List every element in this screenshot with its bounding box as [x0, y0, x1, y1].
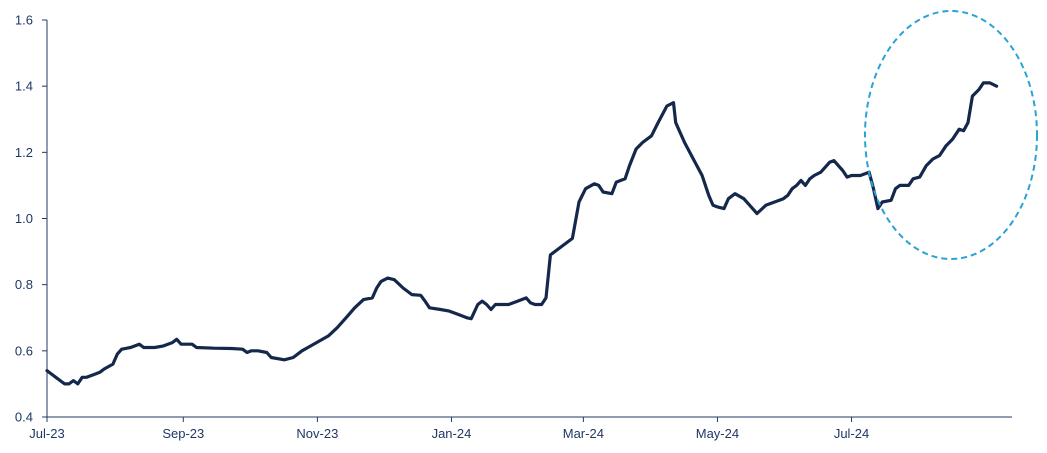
x-tick-label: Nov-23	[296, 426, 338, 441]
x-tick-label: Mar-24	[563, 426, 604, 441]
y-axis: 0.4 0.6 0.8 1.0 1.2 1.4 1.6	[15, 13, 48, 425]
y-tick-label: 0.4	[15, 410, 33, 425]
y-tick-label: 0.8	[15, 277, 33, 292]
x-tick-label: Jan-24	[432, 426, 472, 441]
y-tick-label: 1.4	[15, 79, 33, 94]
series-layer	[45, 81, 999, 386]
annotation-layer	[864, 10, 1038, 260]
y-tick-label: 1.0	[15, 211, 33, 226]
x-tick-label: Jul-24	[834, 426, 869, 441]
y-tick-label: 1.2	[15, 145, 33, 160]
highlight-ellipse	[864, 10, 1038, 260]
x-tick-label: May-24	[696, 426, 739, 441]
x-tick-label: Jul-23	[29, 426, 64, 441]
y-tick-label: 1.6	[15, 13, 33, 28]
y-tick-label: 0.6	[15, 343, 33, 358]
x-tick-label: Sep-23	[162, 426, 204, 441]
series-line	[45, 81, 999, 386]
x-axis: Jul-23 Sep-23 Nov-23 Jan-24 Mar-24 May-24 Jul-…	[29, 416, 1012, 441]
